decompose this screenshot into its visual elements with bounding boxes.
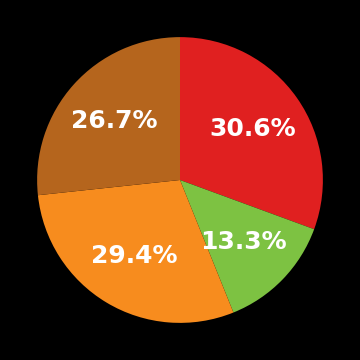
Wedge shape bbox=[37, 37, 180, 195]
Text: 30.6%: 30.6% bbox=[209, 117, 296, 141]
Wedge shape bbox=[180, 180, 314, 312]
Text: 29.4%: 29.4% bbox=[91, 244, 178, 268]
Text: 13.3%: 13.3% bbox=[200, 230, 287, 254]
Wedge shape bbox=[180, 37, 323, 229]
Text: 26.7%: 26.7% bbox=[71, 109, 157, 133]
Wedge shape bbox=[38, 180, 233, 323]
